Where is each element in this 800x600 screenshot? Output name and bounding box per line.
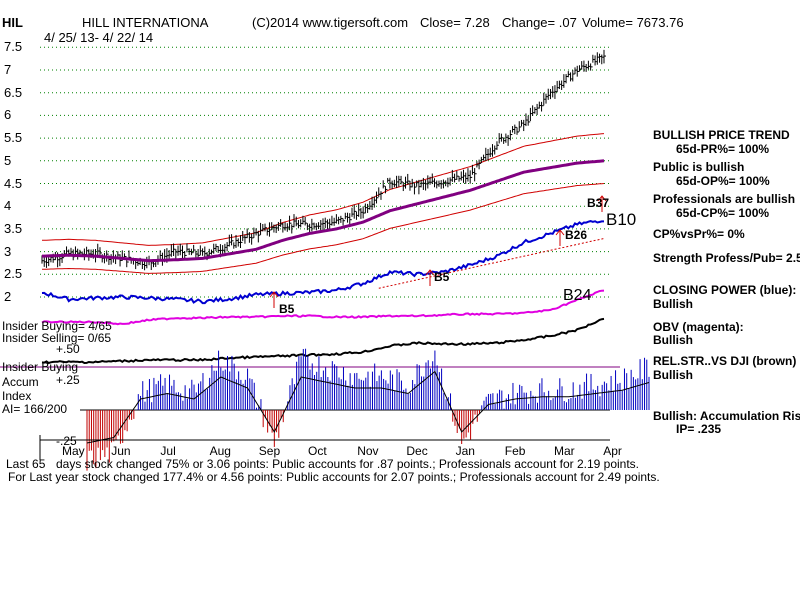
cp-value: 65d-CP%= 100% xyxy=(676,206,770,220)
y-tick-2: 2 xyxy=(4,289,12,304)
change-value: Change= .07 xyxy=(502,15,577,30)
closing-power-label: CLOSING POWER (blue): xyxy=(653,283,797,297)
obv-label: OBV (magenta): xyxy=(653,320,744,334)
signal-b26: B26 xyxy=(565,228,588,242)
y-tick-3.5: 3.5 xyxy=(4,220,23,236)
x-label-sep: Sep xyxy=(258,444,281,458)
relstr-status: Bullish xyxy=(653,368,694,382)
y-tick-4: 4 xyxy=(4,198,12,214)
ip-value: IP= .235 xyxy=(676,422,722,436)
closing-power-trendline xyxy=(378,238,605,289)
bullish-price-trend: BULLISH PRICE TREND xyxy=(653,128,790,142)
date-range: 4/ 25/ 13- 4/ 22/ 14 xyxy=(44,30,154,45)
relative-strength-line xyxy=(41,317,605,365)
signal-arrows xyxy=(269,195,607,308)
y-tick-7.5: 7.5 xyxy=(4,39,23,55)
upper-band-line xyxy=(42,133,605,246)
y-tick-6.5: 6.5 xyxy=(4,84,23,100)
footer-line-2: For Last year stock changed 177.4% or 4.… xyxy=(8,470,660,484)
company-name: HILL INTERNATIONA xyxy=(82,15,209,30)
strength-ratio: Strength Profess/Pub= 2.5 xyxy=(653,251,800,265)
x-label-jan: Jan xyxy=(455,444,475,458)
accum-label: Accum xyxy=(2,375,39,389)
insider-buying-label: Insider Buying xyxy=(2,360,79,374)
closing-power-status: Bullish xyxy=(653,297,694,311)
accum-level-neg25: -.25 xyxy=(56,434,77,448)
cp-vs-pr: CP%vsPr%= 0% xyxy=(653,227,745,241)
copyright-text: (C)2014 www.tigersoft.com xyxy=(252,15,409,30)
y-tick-4.5: 4.5 xyxy=(4,175,23,191)
insider-buying-count: Insider Buying= 4/65 xyxy=(2,319,112,333)
x-label-jul: Jul xyxy=(160,444,176,458)
y-tick-7: 7 xyxy=(4,62,12,77)
signal-arrow xyxy=(597,195,607,212)
accum-level-50: +.50 xyxy=(56,342,80,356)
x-label-aug: Aug xyxy=(209,444,231,458)
close-value: Close= 7.28 xyxy=(420,15,490,30)
obv-status: Bullish xyxy=(653,333,694,347)
x-label-may: May xyxy=(62,444,85,458)
x-label-nov: Nov xyxy=(357,444,379,458)
volume-value: Volume= 7673.76 xyxy=(582,15,684,30)
accumulation-bars xyxy=(86,348,650,471)
y-tick-6: 6 xyxy=(4,107,12,123)
signal-b5-dec: B5 xyxy=(434,270,450,284)
index-label: Index xyxy=(2,389,32,403)
x-label-apr: Apr xyxy=(603,444,622,458)
closing-power-line xyxy=(41,220,604,305)
y-tick-5.5: 5.5 xyxy=(4,130,23,146)
ai-label: AI= 166/200 xyxy=(2,402,68,416)
professionals-status: Professionals are bullish xyxy=(653,192,796,206)
signal-b37: B37 xyxy=(587,196,610,210)
y-tick-2.5: 2.5 xyxy=(4,266,23,282)
accum-rising: Bullish: Accumulation Rising xyxy=(653,409,800,423)
x-label-dec: Dec xyxy=(406,444,428,458)
public-status: Public is bullish xyxy=(653,160,745,174)
y-tick-3: 3 xyxy=(4,243,12,259)
accumulation-ma-line xyxy=(86,370,650,444)
y-tick-5: 5 xyxy=(4,152,12,168)
ticker-label: HIL xyxy=(2,15,23,30)
x-label-feb: Feb xyxy=(504,444,526,458)
signal-b5-sep: B5 xyxy=(279,302,295,316)
footer-line-1-prefix: Last 65 xyxy=(6,457,46,471)
op-value: 65d-OP%= 100% xyxy=(676,174,770,188)
x-label-mar: Mar xyxy=(554,444,575,458)
pr-value: 65d-PR%= 100% xyxy=(676,142,770,156)
signal-arrow xyxy=(269,291,279,308)
moving-average-line xyxy=(42,159,605,263)
price-bars xyxy=(41,49,606,271)
grid-lines xyxy=(40,46,610,298)
obv-line xyxy=(41,289,605,326)
x-label-oct: Oct xyxy=(308,444,327,458)
signal-arrow xyxy=(425,269,435,286)
relstr-label: REL.STR..VS DJI (brown) xyxy=(653,354,797,368)
x-label-jun: Jun xyxy=(111,444,131,458)
signal-b24: B24 xyxy=(563,287,592,304)
signal-arrow xyxy=(555,229,565,246)
signal-b10: B10 xyxy=(606,210,637,229)
insider-selling-count: Insider Selling= 0/65 xyxy=(2,331,112,345)
footer-line-1: days stock changed 75% or 3.06 points: P… xyxy=(56,457,640,471)
accum-level-25: +.25 xyxy=(56,373,80,387)
lower-band-line xyxy=(41,183,605,274)
